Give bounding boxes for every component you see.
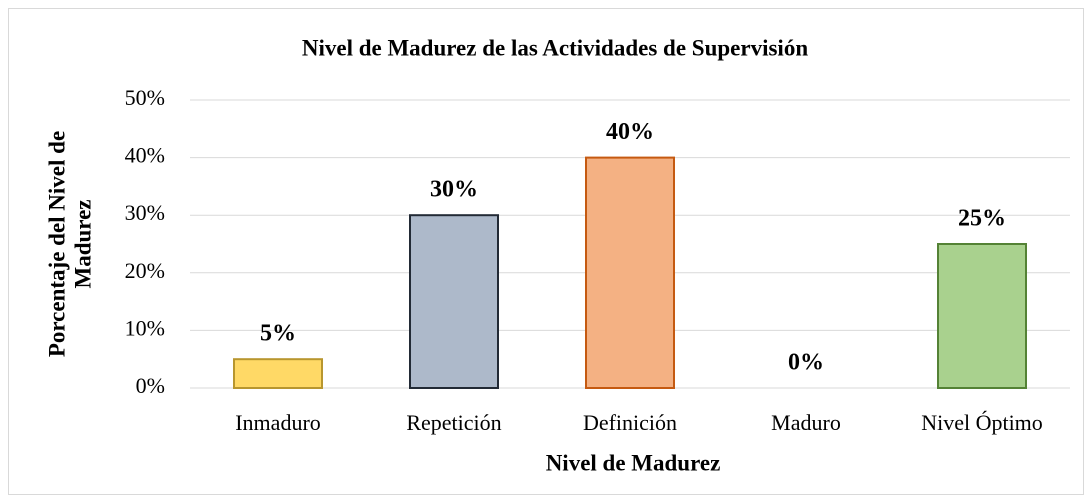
y-tick-label: 50% — [125, 85, 165, 110]
bar — [409, 214, 499, 389]
y-axis-title-line: Madurez — [70, 199, 95, 288]
data-label: 30% — [430, 177, 478, 203]
x-tick-label: Repetición — [406, 410, 501, 435]
data-label: 5% — [260, 321, 296, 347]
bar — [233, 358, 323, 390]
y-tick-label: 10% — [125, 315, 165, 340]
x-tick-label: Maduro — [771, 410, 841, 435]
x-tick-label: Definición — [583, 410, 677, 435]
y-axis-title: Porcentaje del Nivel de Madurez — [44, 131, 95, 357]
y-tick-label: 30% — [125, 200, 165, 225]
data-label: 40% — [606, 119, 654, 145]
bar — [585, 156, 675, 389]
x-axis-title: Nivel de Madurez — [546, 450, 721, 475]
data-label: 25% — [958, 206, 1006, 232]
x-tick-label: Nivel Óptimo — [921, 410, 1043, 435]
data-label: 0% — [788, 350, 824, 376]
y-tick-label: 20% — [125, 258, 165, 283]
bar — [937, 243, 1027, 389]
y-tick-label: 40% — [125, 143, 165, 168]
y-axis-title-line: Porcentaje del Nivel de — [44, 131, 69, 357]
chart-border — [8, 8, 1084, 495]
chart-title: Nivel de Madurez de las Actividades de S… — [302, 35, 808, 60]
y-tick-label: 0% — [136, 373, 165, 398]
x-tick-label: Inmaduro — [235, 410, 321, 435]
